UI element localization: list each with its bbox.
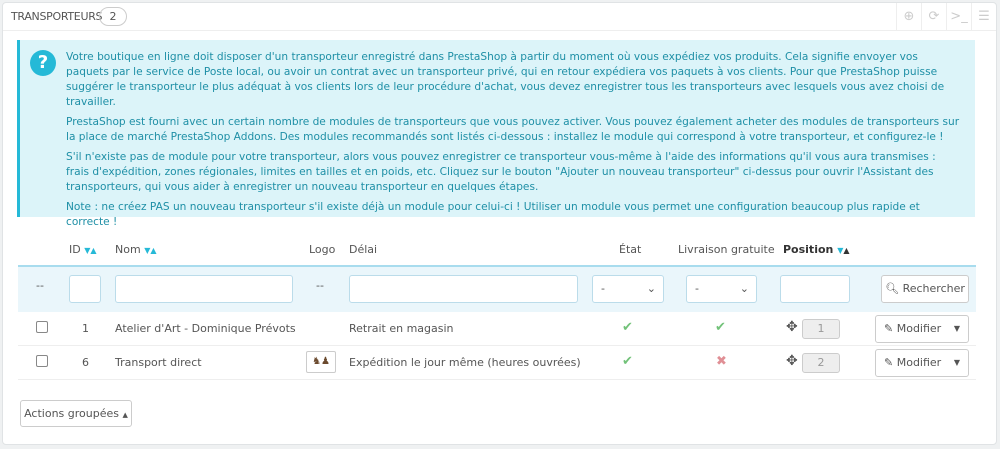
filter-logo-dash: -- <box>316 279 324 292</box>
edit-label: Modifier <box>896 322 942 335</box>
panel-header: TRANSPORTEURS 2 ⊕ ⟳ >_ ☰ <box>3 3 996 31</box>
select-value: - <box>601 282 605 295</box>
table-row: 6 Transport direct ♞♟ Expédition le jour… <box>18 346 976 380</box>
row-id: 1 <box>82 322 89 335</box>
carrier-logo: ♞♟ <box>306 351 336 373</box>
add-icon[interactable]: ⊕ <box>896 3 921 31</box>
bulk-actions-button[interactable]: Actions groupées ▲ <box>20 400 132 427</box>
caret-down-icon[interactable]: ▼ <box>953 358 960 367</box>
caret-up-icon: ▲ <box>122 411 128 419</box>
chevron-down-icon: ⌄ <box>739 282 749 295</box>
database-icon[interactable]: ☰ <box>971 3 996 31</box>
row-delay: Expédition le jour même (heures ouvrées) <box>349 356 581 369</box>
edit-button[interactable]: ✎ Modifier ▼ <box>875 315 969 343</box>
column-delay: Délai <box>349 243 378 256</box>
search-icon: 🔍︎ <box>885 282 900 295</box>
position-value: 2 <box>802 353 840 373</box>
column-status: État <box>619 243 642 256</box>
check-icon[interactable]: ✔ <box>622 354 633 369</box>
filter-name-input[interactable] <box>115 275 293 303</box>
column-id-label: ID <box>69 243 81 256</box>
question-icon: ? <box>30 50 56 76</box>
sort-icon[interactable]: ▼▲ <box>84 246 97 255</box>
sql-terminal-icon[interactable]: >_ <box>946 3 971 31</box>
table-row: 1 Atelier d'Art - Dominique Prévots Retr… <box>18 312 976 346</box>
row-checkbox[interactable] <box>36 321 48 333</box>
drag-move-icon[interactable]: ✥ <box>786 353 798 369</box>
filter-dash: -- <box>36 279 44 292</box>
count-badge: 2 <box>99 7 127 26</box>
drag-move-icon[interactable]: ✥ <box>786 319 798 335</box>
row-id: 6 <box>82 356 89 369</box>
column-position-label: Position <box>783 243 834 256</box>
check-icon[interactable]: ✔ <box>622 320 633 335</box>
info-paragraph: Note : ne créez PAS un nouveau transport… <box>66 201 920 228</box>
position-value: 1 <box>802 319 840 339</box>
filter-position-input[interactable] <box>780 275 850 303</box>
column-name: Nom ▼▲ <box>115 243 157 256</box>
bulk-actions-label: Actions groupées <box>24 407 119 420</box>
panel-title: TRANSPORTEURS <box>11 10 103 23</box>
column-position: Position ▼▲ <box>783 243 850 256</box>
search-button[interactable]: 🔍︎ Rechercher <box>881 275 969 303</box>
cross-icon[interactable]: ✖ <box>716 354 727 369</box>
info-paragraph: S'il n'existe pas de module pour votre t… <box>66 151 936 193</box>
info-paragraph: Votre boutique en ligne doit disposer d'… <box>66 51 945 108</box>
select-value: - <box>695 282 699 295</box>
chevron-down-icon: ⌄ <box>646 282 656 295</box>
caret-down-icon[interactable]: ▼ <box>953 324 960 333</box>
refresh-icon[interactable]: ⟳ <box>921 3 946 31</box>
sort-icon[interactable]: ▼▲ <box>144 246 157 255</box>
check-icon[interactable]: ✔ <box>715 320 726 335</box>
filter-delay-input[interactable] <box>349 275 578 303</box>
row-name: Atelier d'Art - Dominique Prévots <box>115 322 296 335</box>
row-name: Transport direct <box>115 356 202 369</box>
row-checkbox[interactable] <box>36 355 48 367</box>
filter-free-select[interactable]: - ⌄ <box>686 275 757 303</box>
filter-status-select[interactable]: - ⌄ <box>592 275 664 303</box>
column-free-shipping: Livraison gratuite <box>678 243 775 256</box>
info-paragraph: PrestaShop est fourni avec un certain no… <box>66 116 960 143</box>
pencil-icon: ✎ <box>884 322 894 335</box>
sort-icon[interactable]: ▼▲ <box>837 246 850 255</box>
column-id: ID ▼▲ <box>69 243 97 256</box>
column-name-label: Nom <box>115 243 141 256</box>
column-logo: Logo <box>309 243 336 256</box>
edit-label: Modifier <box>896 356 942 369</box>
pencil-icon: ✎ <box>884 356 894 369</box>
search-label: Rechercher <box>902 282 965 295</box>
edit-button[interactable]: ✎ Modifier ▼ <box>875 349 969 377</box>
filter-row: -- -- - ⌄ - ⌄ 🔍︎ Rechercher <box>18 265 976 312</box>
row-delay: Retrait en magasin <box>349 322 454 335</box>
info-alert: ? Votre boutique en ligne doit disposer … <box>17 40 975 228</box>
filter-id-input[interactable] <box>69 275 101 303</box>
